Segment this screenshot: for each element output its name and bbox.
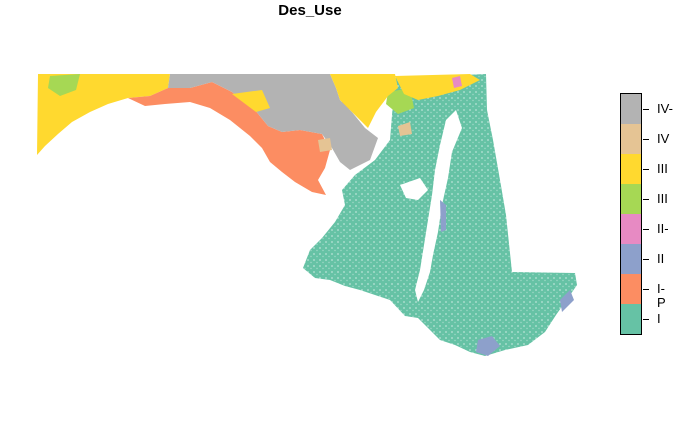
map-title: Des_Use	[278, 2, 342, 19]
legend-tick	[643, 169, 649, 170]
chesapeake-bay	[415, 110, 462, 302]
region-class-iii-central	[330, 74, 398, 128]
region-class-iv-minus	[168, 74, 378, 170]
region-class-iii-green	[48, 74, 80, 96]
legend: IV- IV III III II- II I-P I	[620, 93, 673, 335]
region-class-ii-2	[440, 200, 446, 232]
region-class-iii-west	[37, 74, 170, 155]
region-class-ii-minus	[452, 76, 462, 88]
legend-label: IV-	[657, 101, 673, 116]
legend-label: II	[657, 251, 665, 266]
stream-designated-use-map	[37, 74, 577, 356]
legend-label: I	[657, 311, 661, 326]
legend-tick	[643, 199, 649, 200]
legend-tick	[643, 319, 649, 320]
legend-swatch	[621, 94, 641, 124]
region-class-ii-3	[560, 290, 574, 312]
legend-label: II-	[657, 221, 669, 236]
legend-tick	[643, 259, 649, 260]
legend-tick	[643, 229, 649, 230]
legend-swatch	[621, 214, 641, 244]
legend-tick	[643, 139, 649, 140]
legend-label: I-P	[657, 281, 666, 310]
legend-tick	[643, 289, 649, 290]
legend-swatch	[621, 304, 641, 334]
region-class-ip	[128, 82, 330, 195]
region-class-iii-central-2	[232, 90, 270, 112]
legend-label: IV	[657, 131, 670, 146]
legend-swatch	[621, 124, 641, 154]
region-class-iv-2	[318, 138, 332, 152]
legend-swatch	[621, 184, 641, 214]
legend-swatch	[621, 244, 641, 274]
legend-swatch	[621, 274, 641, 304]
bay-inlet	[400, 178, 428, 200]
legend-swatch	[621, 154, 641, 184]
region-class-iv	[398, 122, 412, 136]
legend-label: III	[657, 161, 668, 176]
region-class-ii	[476, 336, 500, 356]
legend-tick	[643, 109, 649, 110]
legend-label: III	[657, 191, 668, 206]
